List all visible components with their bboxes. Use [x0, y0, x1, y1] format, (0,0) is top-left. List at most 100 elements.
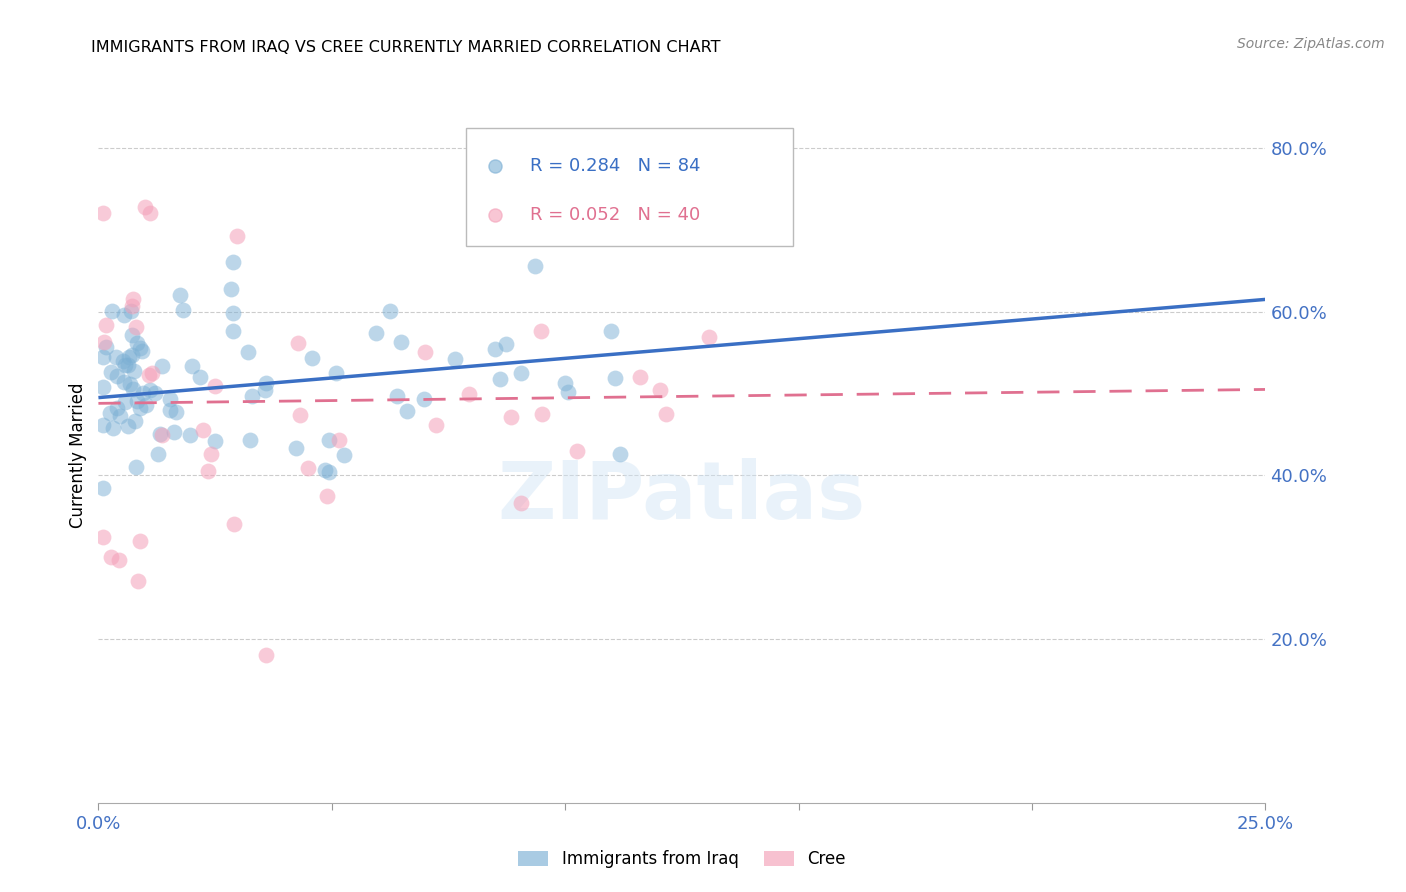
- Point: [314, 463, 336, 477]
- Text: R = 0.284   N = 84: R = 0.284 N = 84: [530, 157, 700, 175]
- Point: [100, 550, 122, 565]
- Point: [121, 327, 143, 342]
- Point: [139, 383, 162, 397]
- Text: IMMIGRANTS FROM IRAQ VS CREE CURRENTLY MARRIED CORRELATION CHART: IMMIGRANTS FROM IRAQ VS CREE CURRENTLY M…: [91, 40, 721, 55]
- Point: [172, 302, 194, 317]
- Point: [101, 304, 124, 318]
- Point: [121, 383, 143, 397]
- Point: [108, 553, 131, 567]
- Point: [609, 446, 631, 460]
- Point: [169, 288, 191, 302]
- Point: [238, 344, 260, 359]
- Point: [396, 404, 419, 418]
- Point: [125, 460, 148, 475]
- Point: [114, 394, 136, 409]
- Point: [290, 408, 312, 422]
- Point: [197, 464, 219, 478]
- Point: [108, 409, 131, 424]
- Point: [325, 366, 347, 380]
- Point: [628, 370, 651, 384]
- Point: [499, 410, 522, 425]
- Point: [648, 383, 671, 397]
- Point: [159, 392, 181, 406]
- Point: [219, 282, 242, 296]
- Point: [141, 366, 163, 380]
- Point: [385, 389, 408, 403]
- Point: [120, 303, 142, 318]
- Point: [105, 369, 128, 384]
- Point: [364, 326, 387, 340]
- Point: [225, 229, 247, 244]
- Point: [443, 351, 465, 366]
- Point: [96, 340, 118, 354]
- Point: [191, 423, 214, 437]
- Point: [117, 418, 139, 433]
- Point: [204, 434, 226, 448]
- Point: [111, 354, 134, 368]
- Point: [204, 379, 226, 393]
- Point: [389, 334, 412, 349]
- Point: [124, 414, 146, 428]
- Point: [134, 200, 156, 214]
- Point: [316, 490, 339, 504]
- Point: [93, 334, 115, 349]
- Point: [129, 401, 152, 416]
- Point: [489, 372, 512, 386]
- Point: [148, 447, 170, 461]
- Point: [301, 351, 323, 365]
- Point: [150, 428, 173, 442]
- Point: [129, 533, 152, 548]
- Point: [554, 376, 576, 390]
- Point: [413, 392, 436, 406]
- Point: [125, 320, 148, 334]
- Point: [699, 330, 721, 344]
- Point: [599, 324, 621, 338]
- Point: [118, 376, 141, 391]
- Point: [112, 309, 135, 323]
- Point: [121, 348, 143, 362]
- Point: [91, 481, 114, 495]
- Point: [318, 465, 340, 479]
- Point: [557, 384, 579, 399]
- Point: [96, 318, 118, 333]
- Point: [127, 393, 149, 408]
- Point: [104, 350, 127, 364]
- Point: [239, 434, 262, 448]
- Point: [565, 443, 588, 458]
- Point: [138, 368, 160, 383]
- Point: [484, 342, 506, 356]
- Point: [509, 366, 531, 380]
- Point: [132, 385, 155, 400]
- Point: [100, 365, 122, 379]
- Point: [127, 335, 149, 350]
- Point: [524, 259, 547, 273]
- Point: [101, 421, 124, 435]
- Point: [530, 407, 553, 421]
- Point: [605, 370, 627, 384]
- Point: [181, 359, 204, 374]
- Text: R = 0.052   N = 40: R = 0.052 N = 40: [530, 206, 700, 224]
- Point: [655, 408, 678, 422]
- Point: [98, 406, 121, 420]
- Point: [200, 447, 222, 461]
- Point: [131, 343, 153, 358]
- Point: [287, 336, 309, 351]
- Point: [150, 359, 173, 373]
- Text: ZIPatlas: ZIPatlas: [498, 458, 866, 536]
- Point: [163, 425, 186, 439]
- Point: [135, 398, 157, 412]
- Point: [222, 517, 245, 532]
- Point: [143, 385, 166, 400]
- Point: [122, 293, 145, 307]
- Point: [91, 380, 114, 394]
- Legend: Immigrants from Iraq, Cree: Immigrants from Iraq, Cree: [512, 843, 852, 874]
- Point: [91, 206, 114, 220]
- Text: Source: ZipAtlas.com: Source: ZipAtlas.com: [1237, 37, 1385, 52]
- Point: [415, 345, 437, 359]
- Point: [91, 530, 114, 544]
- Point: [333, 448, 356, 462]
- Point: [121, 299, 143, 313]
- Point: [254, 383, 277, 397]
- Point: [254, 648, 277, 663]
- Point: [318, 434, 340, 448]
